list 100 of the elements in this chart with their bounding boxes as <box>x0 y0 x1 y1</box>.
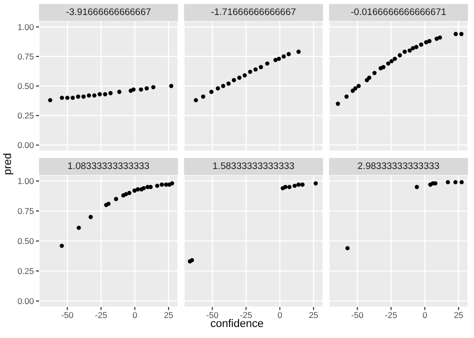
point <box>170 181 174 186</box>
point <box>124 192 128 196</box>
point <box>336 102 340 106</box>
y-tick-label: 0.00 <box>17 140 34 150</box>
point <box>410 46 416 50</box>
point <box>296 50 301 54</box>
point <box>356 84 361 88</box>
point <box>201 94 206 99</box>
point <box>314 181 318 186</box>
y-tick-label: 1.00 <box>17 176 34 186</box>
point <box>194 98 198 102</box>
x-tick-label: 25 <box>454 310 464 320</box>
y-tick-label: 0.50 <box>17 81 34 92</box>
point <box>258 64 264 70</box>
point <box>169 84 174 88</box>
chart-title: 2.98333333333333 <box>329 158 468 175</box>
x-tick-label: -50 <box>351 310 364 320</box>
point <box>81 94 86 99</box>
point <box>453 180 458 184</box>
point <box>283 184 288 190</box>
point <box>392 56 397 61</box>
point <box>226 82 231 86</box>
point <box>344 94 349 99</box>
point <box>48 98 52 102</box>
point <box>76 226 81 230</box>
x-tick-label: 0 <box>422 310 428 320</box>
point <box>242 73 247 78</box>
point <box>372 70 377 76</box>
point <box>86 93 92 98</box>
y-axis-title: pred <box>2 152 14 176</box>
point <box>76 94 80 99</box>
point <box>408 48 412 53</box>
point <box>419 42 424 47</box>
point <box>273 58 278 62</box>
point <box>138 87 144 92</box>
x-tick-label: -50 <box>206 310 219 320</box>
y-tick-label: 0.25 <box>17 110 34 121</box>
point <box>286 52 291 56</box>
point <box>237 76 242 80</box>
y-tick-label: 1.00 <box>17 22 34 32</box>
point <box>127 190 132 196</box>
point <box>265 61 270 66</box>
y-tick-label: 0.75 <box>17 51 34 62</box>
x-axis-title: confidence <box>210 318 264 330</box>
point <box>106 202 111 206</box>
chart-title: -1.71666666666667 <box>184 4 323 21</box>
point <box>60 96 64 100</box>
point <box>353 86 358 90</box>
point <box>151 85 156 90</box>
point <box>446 180 450 184</box>
point <box>114 196 118 202</box>
point <box>253 67 258 72</box>
point <box>414 44 418 50</box>
point <box>300 182 305 187</box>
chart-title: -3.91666666666667 <box>39 4 178 21</box>
point <box>459 32 464 36</box>
point <box>367 76 372 80</box>
point <box>136 187 140 192</box>
point <box>381 64 386 70</box>
chart-title: 1.08333333333333 <box>39 158 178 175</box>
point <box>88 214 93 220</box>
point <box>108 90 113 96</box>
point <box>454 32 458 36</box>
point <box>70 96 75 100</box>
point <box>402 50 407 54</box>
point <box>398 53 402 58</box>
x-tick-label: -25 <box>384 310 398 320</box>
point <box>282 54 286 59</box>
point <box>60 244 64 248</box>
point <box>350 88 355 93</box>
point <box>98 92 102 96</box>
point <box>142 186 146 190</box>
point <box>92 93 96 98</box>
point <box>427 38 432 44</box>
point <box>155 184 160 188</box>
x-tick-label: -50 <box>61 310 74 320</box>
point <box>221 84 226 88</box>
x-tick-label: 0 <box>277 310 282 320</box>
point <box>438 35 442 40</box>
x-tick-label: 0 <box>132 310 138 320</box>
point <box>160 182 164 187</box>
point <box>296 182 301 187</box>
x-tick-label: 25 <box>308 310 319 320</box>
point <box>276 56 281 61</box>
point <box>144 86 149 90</box>
x-tick-label: 25 <box>164 310 174 320</box>
point <box>287 184 292 190</box>
point <box>103 92 108 96</box>
point <box>216 86 220 90</box>
x-tick-label: -25 <box>94 310 108 320</box>
y-tick-label: 0.00 <box>17 296 34 306</box>
point <box>292 184 297 188</box>
point <box>434 36 439 41</box>
point <box>390 59 394 64</box>
y-tick-label: 0.25 <box>17 266 34 276</box>
chart-title: 1.58333333333333 <box>184 158 323 175</box>
y-tick-label: 0.75 <box>17 206 34 216</box>
point <box>232 78 236 82</box>
point <box>386 61 390 66</box>
y-tick-label: 0.50 <box>17 236 34 246</box>
